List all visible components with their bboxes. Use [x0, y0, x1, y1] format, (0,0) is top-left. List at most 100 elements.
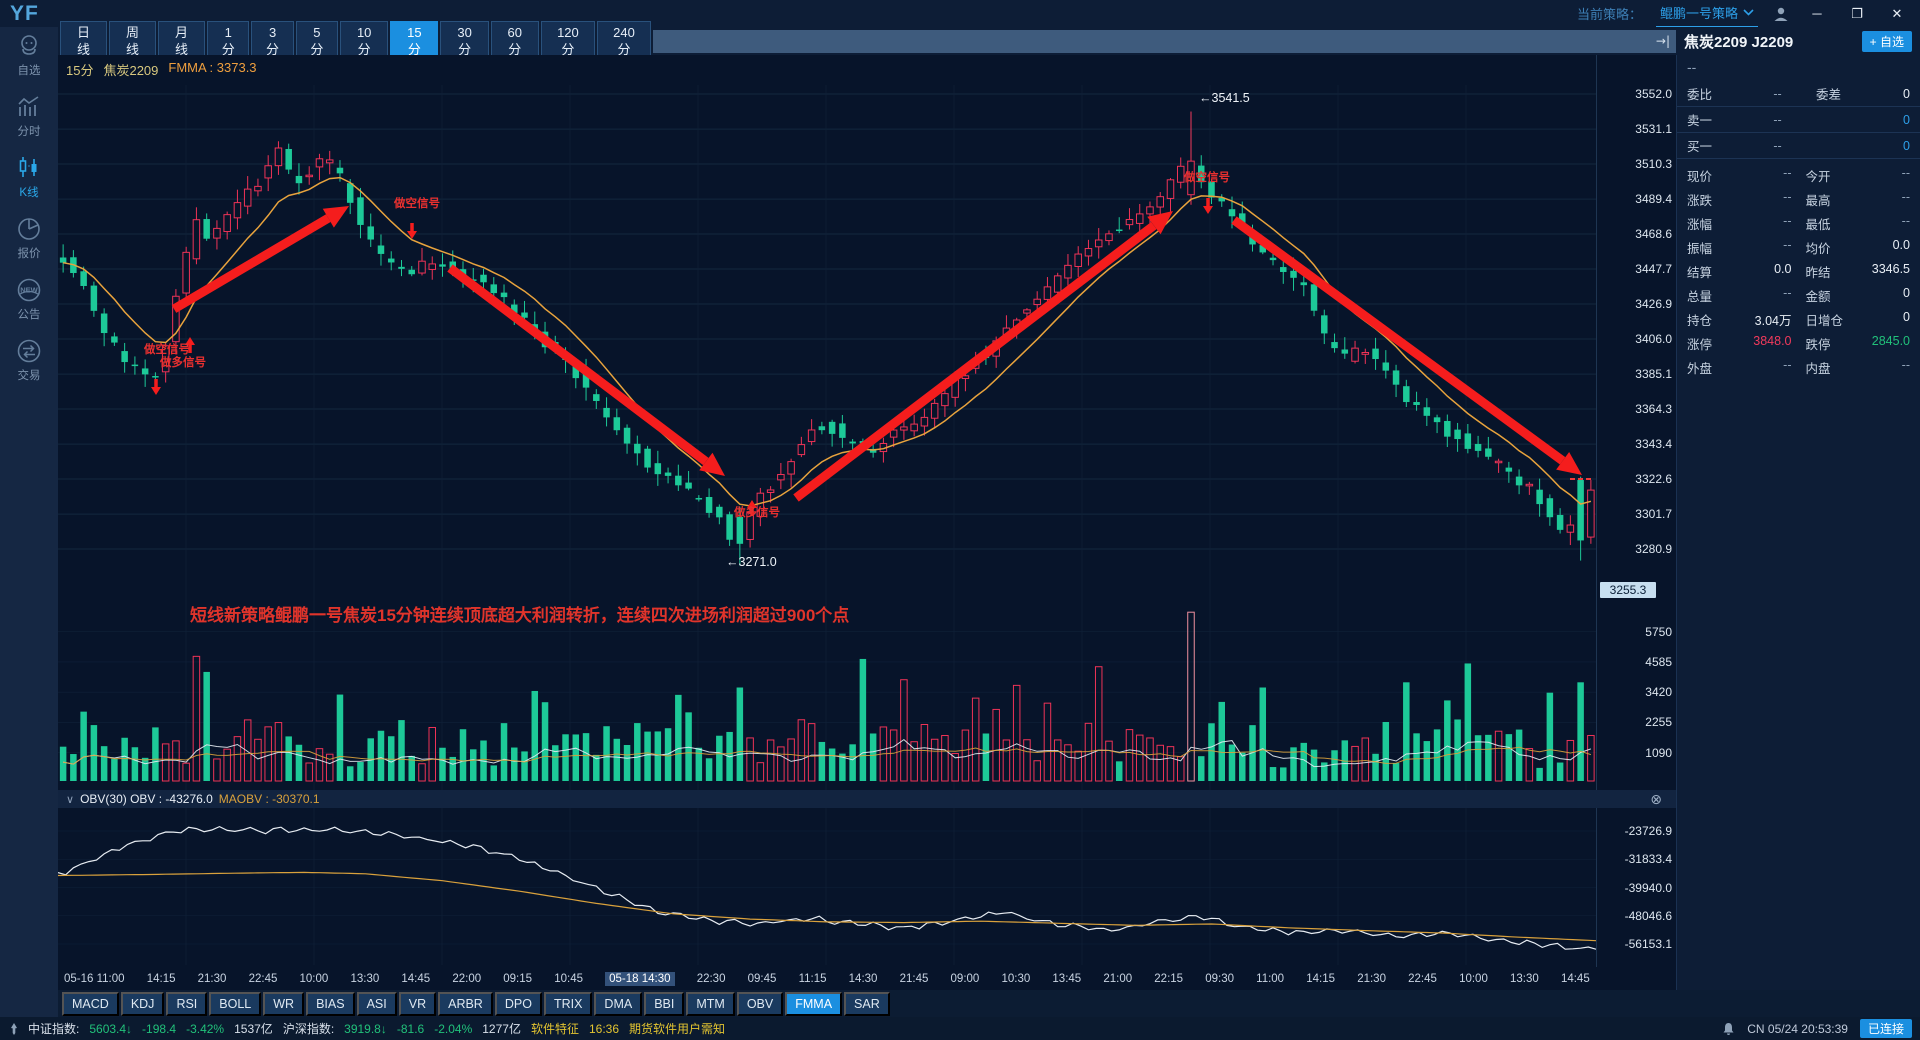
- timeframe-tab-月线[interactable]: 月线: [158, 21, 206, 61]
- toolbar-strip: →|: [653, 29, 1676, 53]
- volume-bar: [746, 737, 754, 782]
- trend-arrow-down: [1231, 216, 1566, 465]
- price-axis-tick: 3552.0: [1635, 87, 1672, 101]
- signal-arrow-down: [407, 231, 417, 239]
- indicator-tab-ARBR[interactable]: ARBR: [438, 991, 493, 1016]
- volume-bar: [152, 727, 159, 781]
- indicator-tab-OBV[interactable]: OBV: [736, 991, 784, 1016]
- timeframe-tab-1分[interactable]: 1分: [207, 21, 250, 61]
- indicator-tab-DMA[interactable]: DMA: [594, 991, 643, 1016]
- sidebar-item-fenshi[interactable]: 分时: [0, 94, 58, 139]
- volume-bar: [941, 735, 949, 782]
- status-item[interactable]: 16:36: [588, 1021, 619, 1036]
- price-axis-tick: 3489.4: [1635, 192, 1672, 207]
- volume-bar: [1556, 762, 1564, 781]
- sidebar-item-zixuan[interactable]: 自选: [0, 33, 58, 78]
- indicator-tab-MACD[interactable]: MACD: [62, 991, 119, 1016]
- quote-grid-row: 外盘 -- 内盘 --: [1677, 355, 1920, 379]
- connection-status-badge[interactable]: 已连接: [1859, 1019, 1912, 1038]
- timeframe-tabbar: 日线 周线 月线 1分 3分 5分 10分 15分 30分 60分 120分 240分 →|: [58, 21, 1676, 61]
- volume-bar: [377, 730, 385, 781]
- volume-bar: [1115, 761, 1123, 781]
- volume-bar: [1310, 749, 1318, 781]
- volume-bar: [470, 749, 477, 781]
- time-tick: 09:30: [1205, 973, 1234, 985]
- restore-button[interactable]: ❐: [1851, 5, 1863, 21]
- close-indicator-icon[interactable]: ⊗: [1650, 790, 1662, 807]
- close-button[interactable]: ✕: [1891, 5, 1903, 21]
- user-account-icon[interactable]: [1772, 6, 1790, 22]
- status-item[interactable]: 软件特征: [530, 1022, 579, 1036]
- signal-arrow-down: [151, 387, 161, 395]
- quote-value: --: [1901, 357, 1910, 372]
- indicator-tab-TRIX[interactable]: TRIX: [543, 991, 593, 1016]
- volume-bar: [254, 738, 262, 782]
- status-item[interactable]: 期货软件用户需知: [629, 1022, 726, 1036]
- minimize-button[interactable]: ─: [1812, 6, 1822, 21]
- strategy-selector[interactable]: 鲲鹏一号策略: [1655, 0, 1758, 28]
- timeframe-tab-240分[interactable]: 240分: [596, 21, 651, 61]
- volume-bar: [1094, 666, 1103, 782]
- volume-bar: [869, 733, 877, 781]
- obv-axis-tick: -48046.6: [1624, 908, 1672, 923]
- quote-label: 持仓: [1687, 313, 1713, 328]
- pin-icon[interactable]: [8, 1022, 20, 1036]
- quote-grid-row: 结算 0.0 昨结 3346.5: [1677, 259, 1920, 283]
- bell-icon[interactable]: [1722, 1022, 1735, 1036]
- collapse-panel-icon[interactable]: →|: [1655, 34, 1670, 48]
- volume-bar: [920, 724, 929, 782]
- indicator-tab-DPO[interactable]: DPO: [494, 991, 542, 1016]
- collapse-obv-icon[interactable]: ∨: [66, 793, 75, 806]
- volume-bar: [582, 733, 590, 781]
- price-axis-tick: 3468.6: [1635, 226, 1672, 241]
- volume-bar: [408, 755, 415, 781]
- volume-axis-tick: 3420: [1645, 685, 1672, 700]
- sidebar-item-kline[interactable]: K线: [0, 155, 58, 200]
- add-watchlist-button[interactable]: + 自选: [1861, 30, 1912, 52]
- quote-label: 金额: [1805, 289, 1831, 304]
- volume-bar: [736, 687, 744, 781]
- sidebar-item-baojia[interactable]: 报价: [0, 216, 58, 261]
- indicator-tab-SAR[interactable]: SAR: [844, 991, 890, 1016]
- quote-row-委比: 委比 -- 委差 0: [1677, 81, 1920, 107]
- volume-bar: [603, 726, 610, 781]
- volume-bar: [910, 741, 918, 782]
- volume-bar: [285, 736, 292, 781]
- indicator-tab-FMMA[interactable]: FMMA: [785, 991, 843, 1016]
- timeframe-tab-3分[interactable]: 3分: [251, 21, 294, 61]
- timeframe-tab-60分[interactable]: 60分: [490, 21, 539, 61]
- indicator-tab-BOLL[interactable]: BOLL: [209, 991, 262, 1016]
- volume-bar: [1577, 682, 1584, 781]
- quote-label: 买一: [1687, 140, 1713, 154]
- timeframe-tab-日线[interactable]: 日线: [60, 21, 108, 61]
- quote-row-买一: 买一 -- 0: [1677, 133, 1920, 159]
- sidebar-item-gonggao[interactable]: NEW 公告: [0, 277, 58, 322]
- volume-bar: [192, 655, 201, 782]
- indicator-tab-KDJ[interactable]: KDJ: [120, 991, 165, 1016]
- volume-bar: [325, 753, 334, 782]
- time-tick: 09:15: [503, 973, 533, 985]
- indicator-tab-WR[interactable]: WR: [263, 991, 305, 1016]
- time-tick: 11:15: [798, 973, 827, 985]
- indicator-tab-RSI[interactable]: RSI: [166, 991, 208, 1016]
- indicator-tab-MTM[interactable]: MTM: [686, 991, 735, 1016]
- price-axis-tick: 3447.7: [1635, 262, 1672, 277]
- timeframe-tab-120分[interactable]: 120分: [540, 21, 595, 61]
- sidebar-item-jiaoyi[interactable]: 交易: [0, 338, 58, 383]
- sidebar-item-label: K线: [19, 187, 39, 199]
- quote-label: 涨幅: [1687, 217, 1713, 232]
- volume-bar: [1433, 729, 1441, 781]
- chart-period: 15分: [66, 63, 94, 78]
- volume-bar: [1280, 767, 1287, 781]
- indicator-tab-BBI[interactable]: BBI: [644, 991, 685, 1016]
- obv-value-text: OBV(30) OBV : -43276.0: [80, 792, 213, 806]
- volume-bar: [756, 762, 765, 782]
- indicator-tab-BIAS[interactable]: BIAS: [306, 991, 355, 1016]
- indicator-tab-VR[interactable]: VR: [398, 991, 437, 1016]
- app-logo: YF: [10, 1, 39, 25]
- time-tick: 10:30: [1001, 973, 1031, 985]
- timeframe-tab-周线[interactable]: 周线: [109, 21, 157, 61]
- timeframe-tab-10分[interactable]: 10分: [340, 21, 389, 61]
- indicator-tab-ASI[interactable]: ASI: [356, 991, 397, 1016]
- volume-bar: [807, 723, 816, 782]
